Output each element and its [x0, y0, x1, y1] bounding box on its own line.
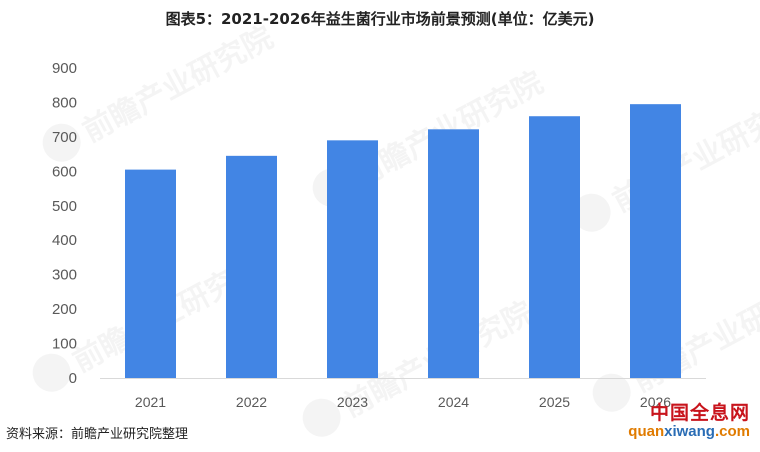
x-tick-label: 2022: [236, 394, 267, 410]
y-tick-label: 600: [52, 163, 77, 180]
bars: [125, 104, 681, 379]
y-tick-label: 200: [52, 301, 77, 318]
y-tick-label: 500: [52, 198, 77, 215]
y-tick-label: 900: [52, 60, 77, 77]
bar-2024: [428, 129, 479, 378]
bar-2022: [226, 155, 277, 378]
bar-2021: [125, 169, 176, 378]
corner-logo: 中国全息网 quanxiwang.com: [628, 402, 750, 440]
x-tick-label: 2026: [640, 394, 671, 410]
source-note: 资料来源：前瞻产业研究院整理: [6, 427, 189, 442]
y-tick-label: 400: [52, 232, 77, 249]
logo-name: 中国全息网: [649, 402, 750, 424]
y-tick-label: 700: [52, 129, 77, 146]
y-axis-ticks: 0 100 200 300 400 500 600 700 800 900: [52, 60, 77, 387]
chart-title: 图表5：2021-2026年益生菌行业市场前景预测(单位：亿美元): [165, 10, 595, 28]
bar-2023: [327, 140, 378, 378]
x-tick-label: 2024: [438, 394, 469, 410]
logo-url: quanxiwang.com: [628, 423, 750, 440]
x-tick-label: 2021: [135, 394, 166, 410]
bar-2026: [630, 104, 681, 379]
x-tick-label: 2023: [337, 394, 368, 410]
bar-2025: [529, 116, 580, 378]
x-tick-label: 2025: [539, 394, 570, 410]
y-tick-label: 800: [52, 94, 77, 111]
y-tick-label: 100: [52, 336, 77, 353]
x-axis-ticks: 2021 2022 2023 2024 2025 2026: [135, 394, 671, 410]
y-tick-label: 300: [52, 267, 77, 284]
y-tick-label: 0: [69, 370, 77, 387]
